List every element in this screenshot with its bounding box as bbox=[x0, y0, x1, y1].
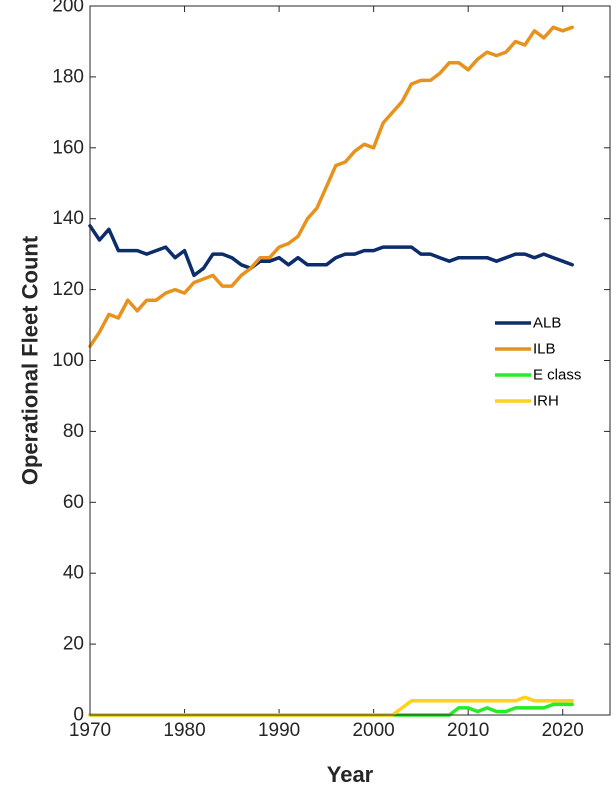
y-tick-label: 120 bbox=[52, 279, 84, 300]
legend-label: ILB bbox=[533, 341, 556, 358]
ticks-layer: 1970 1980 1990 2000 2010 2020 0 20 40 60 80 100 120 1… bbox=[52, 0, 610, 741]
x-tick-label: 2010 bbox=[447, 720, 489, 741]
x-tick-label: 2020 bbox=[542, 720, 584, 741]
y-tick-label: 60 bbox=[63, 492, 84, 513]
x-axis-label: Year bbox=[327, 762, 374, 787]
y-tick-label: 20 bbox=[63, 634, 84, 655]
y-axis-label: Operational Fleet Count bbox=[18, 235, 43, 485]
y-tick-label: 0 bbox=[73, 705, 84, 726]
legend-label: ALB bbox=[533, 315, 561, 332]
x-tick-label: 2000 bbox=[352, 720, 394, 741]
legend: ALB ILB E class IRH bbox=[495, 315, 581, 410]
x-tick-label: 1980 bbox=[163, 720, 205, 741]
y-tick-label: 100 bbox=[52, 350, 84, 371]
x-tick-label: 1970 bbox=[69, 720, 111, 741]
legend-label: E class bbox=[533, 367, 581, 384]
series-line-irh bbox=[88, 695, 574, 717]
y-tick-label: 200 bbox=[52, 0, 84, 17]
lines-layer bbox=[88, 25, 574, 717]
y-tick-label: 160 bbox=[52, 137, 84, 158]
plot-frame bbox=[89, 5, 611, 716]
y-tick-label: 40 bbox=[63, 563, 84, 584]
series-line-alb bbox=[88, 224, 574, 278]
y-tick-label: 140 bbox=[52, 208, 84, 229]
series-line-ilb bbox=[88, 25, 574, 349]
y-tick-label: 80 bbox=[63, 421, 84, 442]
legend-label: IRH bbox=[533, 393, 559, 410]
y-tick-label: 180 bbox=[52, 66, 84, 87]
x-tick-label: 1990 bbox=[258, 720, 300, 741]
